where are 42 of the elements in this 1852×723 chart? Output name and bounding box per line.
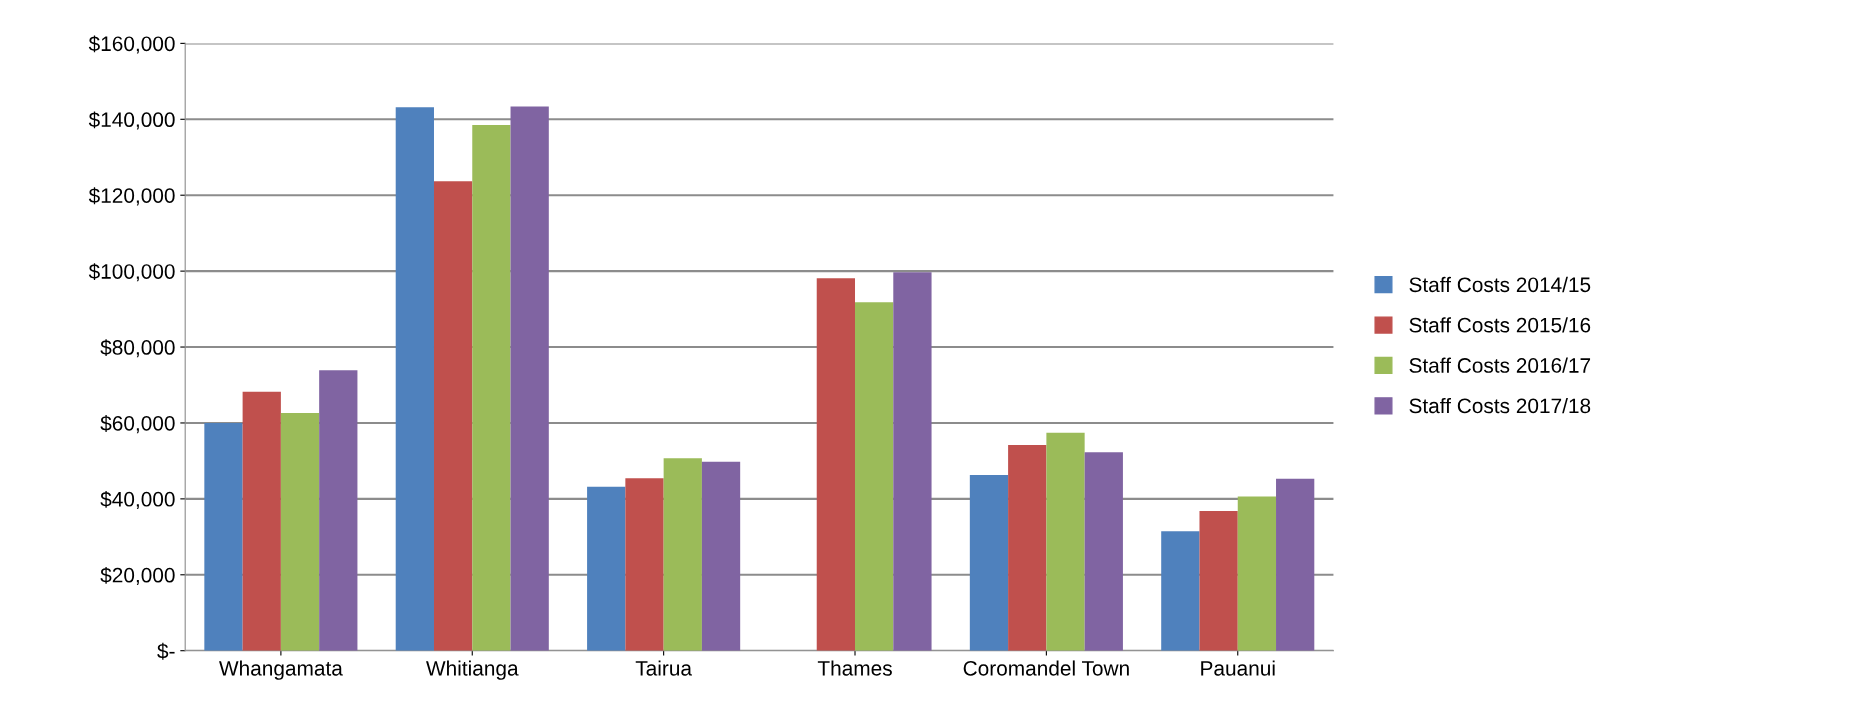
y-tick-label: $120,000 bbox=[88, 187, 175, 206]
bar bbox=[663, 458, 702, 651]
bar bbox=[1161, 531, 1200, 651]
bar bbox=[242, 391, 281, 651]
bar bbox=[1008, 444, 1047, 651]
legend-label: Staff Costs 2015/16 bbox=[1409, 317, 1591, 333]
legend-label: Staff Costs 2014/15 bbox=[1409, 276, 1591, 293]
bar bbox=[893, 272, 932, 651]
y-tick-label: $160,000 bbox=[88, 35, 175, 54]
bar bbox=[855, 302, 894, 651]
bar bbox=[510, 106, 549, 651]
bar bbox=[433, 181, 473, 651]
bar bbox=[1199, 511, 1238, 651]
bar bbox=[319, 370, 358, 651]
y-tick-label: $80,000 bbox=[100, 339, 175, 358]
bar bbox=[1276, 478, 1315, 651]
legend-label: Staff Costs 2016/17 bbox=[1409, 357, 1591, 373]
y-tick-label: $100,000 bbox=[88, 263, 175, 282]
bar bbox=[1046, 432, 1085, 651]
x-tick-label: Coromandel Town bbox=[963, 660, 1129, 676]
bar bbox=[587, 486, 626, 651]
y-tick-label: $60,000 bbox=[100, 415, 175, 434]
bar bbox=[472, 124, 511, 651]
y-tick-label: $- bbox=[157, 642, 175, 660]
bar bbox=[1084, 452, 1123, 651]
x-tick-label: Whitianga bbox=[426, 660, 519, 680]
bar bbox=[701, 461, 741, 651]
y-tick-label: $40,000 bbox=[100, 491, 175, 510]
bar bbox=[280, 413, 320, 651]
x-tick-label: Tairua bbox=[635, 660, 692, 676]
x-tick-label: Pauanui bbox=[1201, 660, 1275, 676]
bar bbox=[625, 478, 664, 651]
bar bbox=[204, 422, 243, 651]
y-tick-label: $140,000 bbox=[88, 111, 175, 130]
x-tick-label: Thames bbox=[817, 660, 892, 676]
bar bbox=[1237, 496, 1277, 651]
bar bbox=[969, 474, 1009, 651]
y-tick-label: $20,000 bbox=[100, 566, 175, 585]
x-tick-label: Whangamata bbox=[219, 660, 343, 680]
bar bbox=[816, 278, 856, 651]
bar bbox=[395, 107, 434, 651]
legend-label: Staff Costs 2017/18 bbox=[1409, 397, 1591, 414]
